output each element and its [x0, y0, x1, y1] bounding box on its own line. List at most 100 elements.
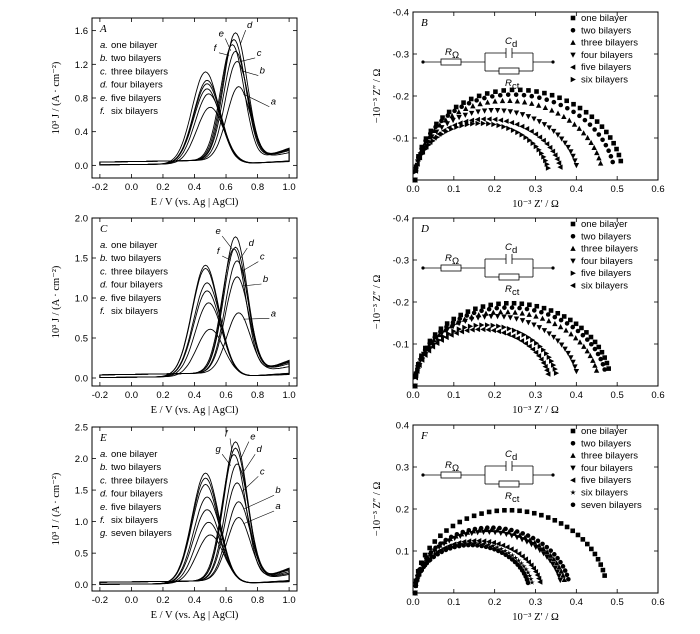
legend-letter: d.: [100, 80, 108, 91]
x-tick-label: 0.4: [570, 597, 583, 608]
data-point-circle: [608, 154, 614, 159]
data-point-circle: [503, 552, 508, 558]
y-axis-label: −10⁻³ Z″ / Ω: [372, 482, 383, 537]
data-point-circle: [457, 316, 463, 322]
data-point-triangle-left: [492, 116, 498, 123]
data-point-triangle-up: [577, 339, 583, 345]
data-point-triangle-up: [514, 98, 521, 104]
data-point-triangle-right: [501, 124, 507, 130]
data-point-square: [511, 300, 517, 306]
circuit-terminal: [551, 473, 555, 477]
data-point-star: [518, 560, 525, 566]
data-point-triangle-down: [556, 573, 562, 579]
y-axis-label: −10⁻³ Z″ / Ω: [372, 275, 383, 330]
data-point-circle: [595, 351, 601, 357]
data-point-square: [564, 524, 570, 530]
data-point-triangle-up: [536, 542, 542, 548]
data-point-triangle-left: [556, 160, 562, 166]
data-point-circle: [475, 543, 480, 548]
data-point-triangle-right: [434, 134, 441, 140]
data-point-square: [570, 15, 576, 21]
data-point-triangle-left: [536, 134, 543, 140]
series-label: a: [271, 308, 276, 319]
nyquist-series: [412, 507, 607, 596]
data-point-triangle-down: [431, 548, 438, 554]
data-point-triangle-right: [541, 347, 547, 353]
data-point-square: [589, 114, 595, 120]
legend-text: five bilayers: [581, 268, 631, 279]
series-leader-line: [221, 235, 233, 250]
data-point-square: [600, 567, 606, 573]
data-point-triangle-left: [542, 363, 548, 370]
data-point-circle: [531, 308, 537, 313]
data-point-circle: [447, 546, 453, 551]
x-tick-label: 0.4: [570, 390, 583, 401]
data-point-circle: [479, 308, 484, 314]
equivalent-circuit-diagram: R ΩC dR ct: [421, 449, 555, 505]
y-tick-label: -0.3: [393, 50, 409, 61]
data-point-triangle-down: [457, 533, 463, 540]
data-point-square: [575, 532, 581, 538]
data-point-triangle-left: [530, 565, 536, 572]
data-point-circle: [535, 538, 541, 544]
data-point-triangle-down: [558, 136, 565, 142]
legend-text: two bilayers: [581, 25, 631, 36]
y-axis-label: −10⁻³ Z″ / Ω: [372, 69, 383, 124]
series-leader-line: [241, 70, 259, 76]
x-tick-label: 0.2: [488, 597, 501, 608]
data-point-triangle-left: [533, 349, 539, 356]
x-axis-label: E / V (vs. Ag | AgCl): [151, 610, 239, 621]
data-point-triangle-up: [426, 133, 433, 140]
data-point-triangle-left: [532, 131, 539, 137]
data-point-square: [604, 129, 609, 135]
data-point-triangle-down: [562, 140, 568, 146]
data-point-circle: [596, 132, 602, 137]
data-point-circle: [471, 310, 477, 316]
data-point-circle: [564, 321, 570, 326]
data-point-square: [599, 349, 605, 355]
data-point-triangle-left: [434, 340, 440, 346]
data-point-square: [494, 508, 500, 514]
data-point-triangle-right: [519, 132, 525, 138]
x-tick-label: 0.2: [156, 595, 169, 606]
data-point-circle: [558, 102, 564, 108]
data-point-triangle-down: [570, 465, 576, 471]
data-point-triangle-right: [544, 350, 550, 357]
legend-text: three bilayers: [111, 66, 168, 77]
data-point-triangle-right: [439, 131, 445, 137]
data-point-triangle-left: [481, 538, 487, 544]
data-point-circle: [575, 328, 581, 334]
data-point-circle: [506, 554, 512, 560]
legend-letter: a.: [100, 449, 108, 460]
panel-letter: F: [420, 430, 428, 442]
data-point-square: [549, 92, 555, 98]
x-tick-label: 0.2: [488, 184, 501, 195]
data-point-circle: [552, 552, 557, 557]
data-point-triangle-down: [544, 554, 550, 560]
data-point-triangle-right: [422, 146, 429, 152]
data-point-triangle-left: [453, 330, 459, 336]
data-point-triangle-right: [475, 120, 481, 127]
series-leader-line: [243, 318, 270, 320]
data-point-triangle-down: [498, 530, 504, 537]
data-point-circle: [530, 535, 536, 541]
data-point-triangle-up: [568, 331, 574, 337]
series-label: c: [260, 252, 265, 263]
data-point-square: [422, 552, 428, 558]
data-point-square: [486, 509, 492, 515]
data-point-circle: [497, 525, 502, 531]
data-point-triangle-right: [459, 122, 465, 129]
legend-text: two bilayers: [111, 253, 161, 264]
data-point-circle: [520, 531, 526, 536]
data-point-triangle-up: [544, 549, 550, 555]
data-point-triangle-up: [573, 335, 579, 341]
data-point-triangle-down: [524, 539, 530, 545]
data-point-triangle-up: [477, 101, 483, 107]
series-leader-line: [218, 52, 230, 56]
data-point-square: [607, 135, 613, 140]
data-point-triangle-down: [462, 318, 469, 324]
data-point-circle: [424, 560, 430, 566]
data-point-triangle-up: [512, 309, 518, 315]
data-point-square: [561, 314, 567, 319]
